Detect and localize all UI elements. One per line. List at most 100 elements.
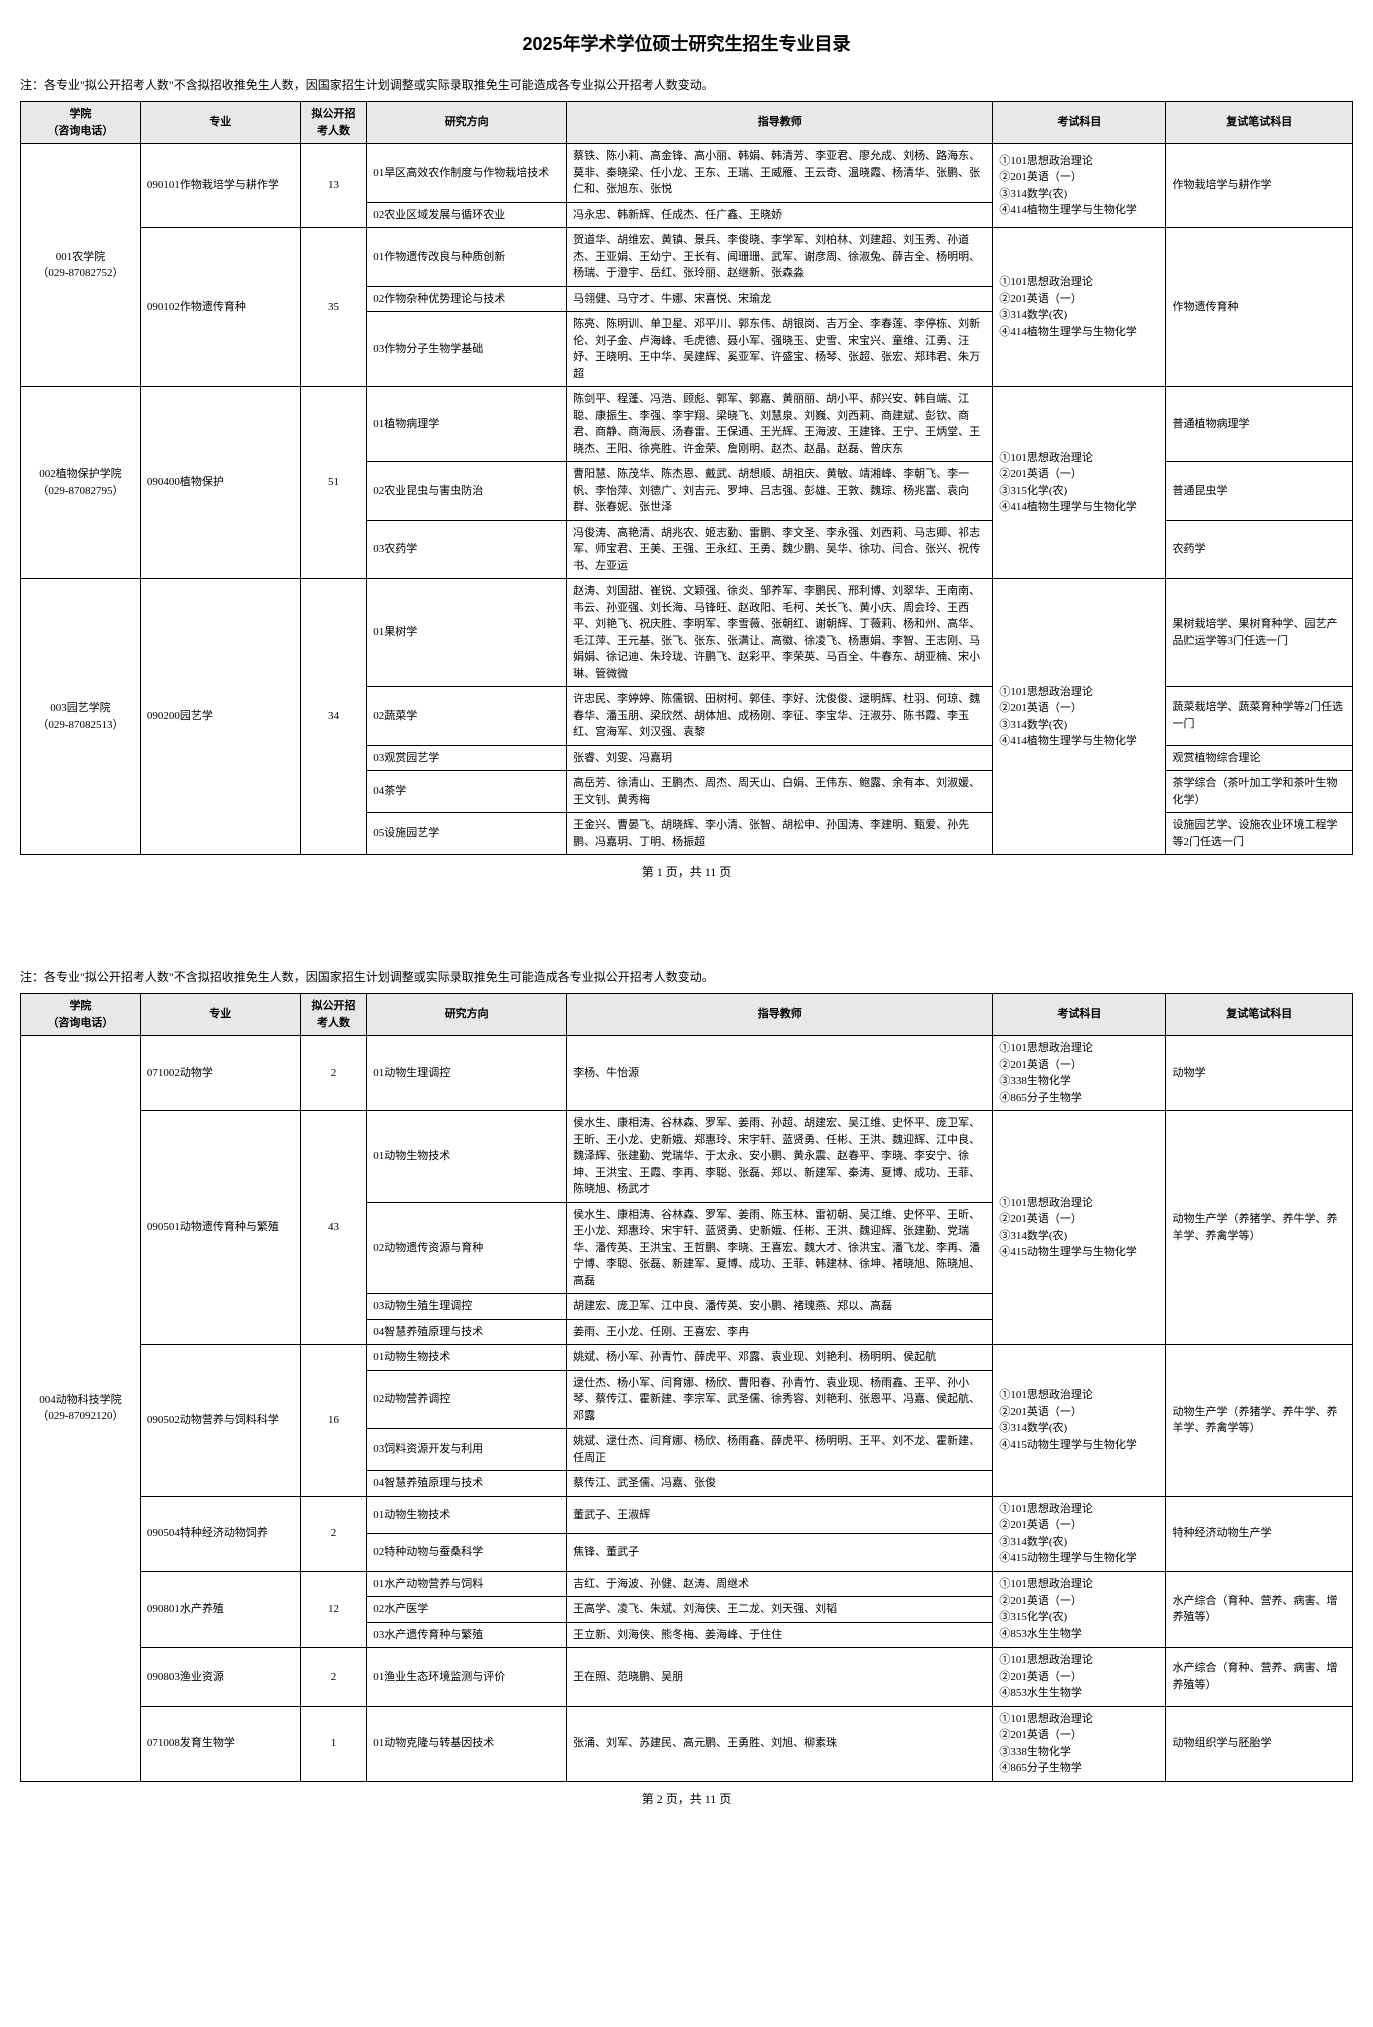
cell-teacher: 逯仕杰、杨小军、闫育娜、杨欣、曹阳春、孙青竹、袁业现、杨雨鑫、王平、孙小琴、蔡传…	[567, 1370, 993, 1429]
cell-dir: 01作物遗传改良与种质创新	[367, 228, 567, 287]
cell-quota: 51	[300, 387, 367, 579]
cell-dir: 04智慧养殖原理与技术	[367, 1471, 567, 1497]
cell-major: 071008发育生物学	[140, 1706, 300, 1781]
cell-teacher: 董武子、王淑辉	[567, 1496, 993, 1534]
cell-teacher: 王立新、刘海侠、熊冬梅、姜海峰、于住住	[567, 1622, 993, 1648]
h-major: 专业	[140, 994, 300, 1036]
cell-major: 071002动物学	[140, 1036, 300, 1111]
cell-dir: 02农业昆虫与害虫防治	[367, 462, 567, 521]
cell-retest: 茶学综合（茶叶加工学和茶叶生物化学）	[1166, 771, 1353, 813]
pager: 第 2 页，共 11 页	[20, 1790, 1353, 1807]
cell-retest: 水产综合（育种、营养、病害、增养殖等）	[1166, 1648, 1353, 1707]
cell-teacher: 胡建宏、庞卫军、江中良、潘传英、安小鹏、褚瑰燕、郑以、高磊	[567, 1294, 993, 1320]
page-title: 2025年学术学位硕士研究生招生专业目录	[20, 30, 1353, 56]
cell-major: 090502动物营养与饲料科学	[140, 1345, 300, 1497]
table-row: 003园艺学院（029-87082513） 090200园艺学 34 01果树学…	[21, 579, 1353, 687]
cell-dir: 01渔业生态环境监测与评价	[367, 1648, 567, 1707]
h-retest: 复试笔试科目	[1166, 994, 1353, 1036]
cell-retest: 普通昆虫学	[1166, 462, 1353, 521]
cell-retest: 动物生产学（养猪学、养牛学、养羊学、养禽学等）	[1166, 1345, 1353, 1497]
cell-dir: 03观赏园艺学	[367, 745, 567, 771]
table-row: 090502动物营养与饲料科学 16 01动物生物技术 姚斌、杨小军、孙青竹、薛…	[21, 1345, 1353, 1371]
cell-dir: 03作物分子生物学基础	[367, 312, 567, 387]
cell-teacher: 侯水生、康相涛、谷林森、罗军、姜雨、陈玉林、雷初朝、吴江维、史怀平、王昕、王小龙…	[567, 1202, 993, 1294]
h-exam: 考试科目	[993, 994, 1166, 1036]
h-exam: 考试科目	[993, 102, 1166, 144]
cell-retest: 作物栽培学与耕作学	[1166, 144, 1353, 228]
cell-quota: 35	[300, 228, 367, 387]
header-row: 学院（咨询电话） 专业 拟公开招考人数 研究方向 指导教师 考试科目 复试笔试科…	[21, 102, 1353, 144]
cell-dir: 03饲料资源开发与利用	[367, 1429, 567, 1471]
cell-teacher: 王在照、范晓鹏、吴朋	[567, 1648, 993, 1707]
cell-retest: 果树栽培学、果树育种学、园艺产品贮运学等3门任选一门	[1166, 579, 1353, 687]
cell-major: 090400植物保护	[140, 387, 300, 579]
h-quota: 拟公开招考人数	[300, 102, 367, 144]
cell-exam: ①101思想政治理论②201英语（一）③315化学(农)④853水生生物学	[993, 1571, 1166, 1648]
cell-dir: 02动物营养调控	[367, 1370, 567, 1429]
cell-major: 090504特种经济动物饲养	[140, 1496, 300, 1571]
catalog-table-page1: 学院（咨询电话） 专业 拟公开招考人数 研究方向 指导教师 考试科目 复试笔试科…	[20, 101, 1353, 855]
cell-teacher: 李杨、牛怡源	[567, 1036, 993, 1111]
h-retest: 复试笔试科目	[1166, 102, 1353, 144]
note-text: 注：各专业"拟公开招考人数"不含拟招收推免生人数，因国家招生计划调整或实际录取推…	[20, 968, 1353, 985]
cell-teacher: 冯俊涛、高艳清、胡兆农、姬志勤、雷鹏、李文圣、李永强、刘西莉、马志卿、祁志军、师…	[567, 520, 993, 579]
cell-retest: 设施园艺学、设施农业环境工程学等2门任选一门	[1166, 813, 1353, 855]
cell-dir: 03动物生殖生理调控	[367, 1294, 567, 1320]
h-major: 专业	[140, 102, 300, 144]
cell-dir: 02水产医学	[367, 1597, 567, 1623]
h-direction: 研究方向	[367, 102, 567, 144]
cell-teacher: 陈剑平、程蓬、冯浩、顾彪、郭军、郭嘉、黄丽丽、胡小平、郝兴安、韩自端、江聪、康振…	[567, 387, 993, 462]
cell-teacher: 姚斌、逯仕杰、闫育娜、杨欣、杨雨鑫、薛虎平、杨明明、王平、刘不龙、霍新建、任周正	[567, 1429, 993, 1471]
cell-retest: 作物遗传育种	[1166, 228, 1353, 387]
cell-exam: ①101思想政治理论②201英语（一）③338生物化学④865分子生物学	[993, 1706, 1166, 1781]
note-text: 注：各专业"拟公开招考人数"不含拟招收推免生人数，因国家招生计划调整或实际录取推…	[20, 76, 1353, 93]
cell-teacher: 姜雨、王小龙、任刚、王喜宏、李冉	[567, 1319, 993, 1345]
cell-teacher: 姚斌、杨小军、孙青竹、薛虎平、邓露、袁业现、刘艳利、杨明明、侯起航	[567, 1345, 993, 1371]
catalog-table-page2: 学院（咨询电话） 专业 拟公开招考人数 研究方向 指导教师 考试科目 复试笔试科…	[20, 993, 1353, 1782]
cell-exam: ①101思想政治理论②201英语（一）③314数学(农)④415动物生理学与生物…	[993, 1496, 1166, 1571]
cell-dir: 02农业区域发展与循环农业	[367, 202, 567, 228]
cell-teacher: 王金兴、曹晏飞、胡晓辉、李小清、张智、胡松申、孙国涛、李建明、甄爱、孙先鹏、冯嘉…	[567, 813, 993, 855]
cell-exam: ①101思想政治理论②201英语（一）④853水生生物学	[993, 1648, 1166, 1707]
cell-dir: 01动物生理调控	[367, 1036, 567, 1111]
cell-dir: 04智慧养殖原理与技术	[367, 1319, 567, 1345]
cell-quota: 2	[300, 1496, 367, 1571]
cell-dir: 03水产遗传育种与繁殖	[367, 1622, 567, 1648]
cell-college: 003园艺学院（029-87082513）	[21, 579, 141, 855]
cell-major: 090101作物栽培学与耕作学	[140, 144, 300, 228]
cell-quota: 13	[300, 144, 367, 228]
table-row: 001农学院（029-87082752） 090101作物栽培学与耕作学 13 …	[21, 144, 1353, 203]
cell-exam: ①101思想政治理论②201英语（一）③315化学(农)④414植物生理学与生物…	[993, 387, 1166, 579]
cell-dir: 02动物遗传资源与育种	[367, 1202, 567, 1294]
cell-dir: 01水产动物营养与饲料	[367, 1571, 567, 1597]
cell-retest: 水产综合（育种、营养、病害、增养殖等）	[1166, 1571, 1353, 1648]
h-teachers: 指导教师	[567, 102, 993, 144]
cell-college: 004动物科技学院（029-87092120）	[21, 1036, 141, 1782]
h-college: 学院（咨询电话）	[21, 994, 141, 1036]
cell-teacher: 曹阳慧、陈茂华、陈杰恩、戴武、胡想顺、胡祖庆、黄敏、靖湘峰、李朝飞、李一帆、李怡…	[567, 462, 993, 521]
cell-exam: ①101思想政治理论②201英语（一）③314数学(农)④415动物生理学与生物…	[993, 1111, 1166, 1345]
cell-quota: 16	[300, 1345, 367, 1497]
table-row: 090102作物遗传育种 35 01作物遗传改良与种质创新 贺道华、胡维宏、黄镇…	[21, 228, 1353, 287]
cell-teacher: 焦锋、董武子	[567, 1534, 993, 1572]
table-row: 002植物保护学院（029-87082795） 090400植物保护 51 01…	[21, 387, 1353, 462]
cell-dir: 01旱区高效农作制度与作物栽培技术	[367, 144, 567, 203]
cell-quota: 1	[300, 1706, 367, 1781]
cell-major: 090803渔业资源	[140, 1648, 300, 1707]
cell-dir: 01植物病理学	[367, 387, 567, 462]
cell-major: 090801水产养殖	[140, 1571, 300, 1648]
cell-college: 001农学院（029-87082752）	[21, 144, 141, 387]
cell-retest: 动物生产学（养猪学、养牛学、养羊学、养禽学等）	[1166, 1111, 1353, 1345]
cell-dir: 01果树学	[367, 579, 567, 687]
cell-dir: 01动物克隆与转基因技术	[367, 1706, 567, 1781]
cell-dir: 01动物生物技术	[367, 1111, 567, 1203]
cell-retest: 蔬菜栽培学、蔬菜育种学等2门任选一门	[1166, 687, 1353, 746]
cell-retest: 特种经济动物生产学	[1166, 1496, 1353, 1571]
cell-major: 090200园艺学	[140, 579, 300, 855]
cell-major: 090102作物遗传育种	[140, 228, 300, 387]
cell-dir: 05设施园艺学	[367, 813, 567, 855]
cell-teacher: 贺道华、胡维宏、黄镇、景兵、李俊晓、李学军、刘柏林、刘建超、刘玉秀、孙道杰、王亚…	[567, 228, 993, 287]
header-row: 学院（咨询电话） 专业 拟公开招考人数 研究方向 指导教师 考试科目 复试笔试科…	[21, 994, 1353, 1036]
cell-teacher: 高岳芳、徐清山、王鹏杰、周杰、周天山、白娟、王伟东、鲍露、余有本、刘淑媛、王文钊…	[567, 771, 993, 813]
cell-dir: 02蔬菜学	[367, 687, 567, 746]
